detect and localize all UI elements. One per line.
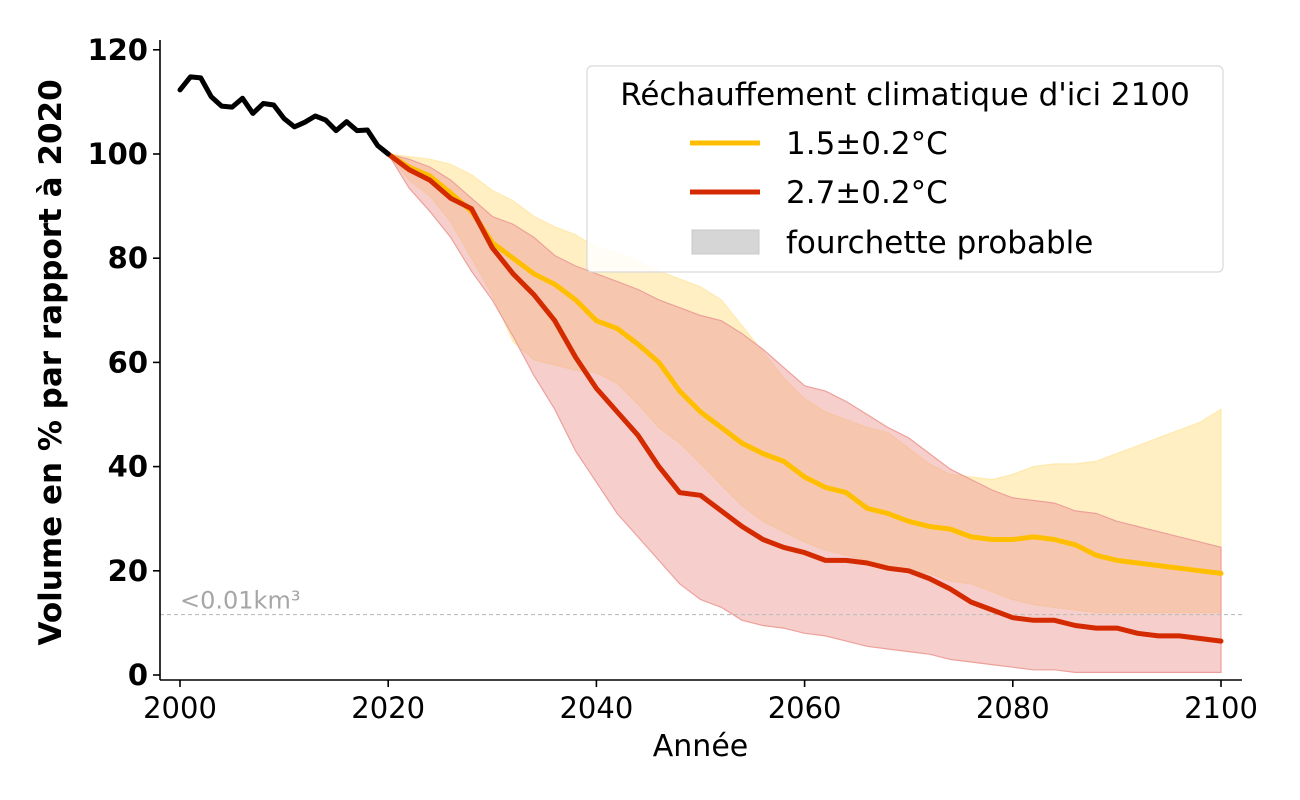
y-tick-label: 100 bbox=[87, 137, 148, 171]
legend-label-high: 2.7±0.2°C bbox=[786, 175, 948, 211]
x-tick-label: 2060 bbox=[768, 691, 842, 725]
legend-box bbox=[586, 65, 1224, 273]
legend: Réchauffement climatique d'ici 2100 1.5±… bbox=[586, 65, 1224, 273]
legend-label-range: fourchette probable bbox=[786, 225, 1093, 261]
x-tick-label: 2000 bbox=[143, 691, 217, 725]
legend-label-low: 1.5±0.2°C bbox=[786, 126, 948, 162]
x-tick-label: 2020 bbox=[351, 691, 425, 725]
y-tick-label: 0 bbox=[128, 658, 148, 692]
x-tick-label: 2040 bbox=[559, 691, 633, 725]
x-tick-label: 2080 bbox=[976, 691, 1050, 725]
x-axis-title: Année bbox=[653, 729, 748, 764]
y-tick-label: 20 bbox=[108, 554, 148, 588]
band-high-warming bbox=[386, 153, 1222, 673]
y-tick-label: 80 bbox=[108, 241, 148, 275]
series-lines bbox=[177, 74, 1224, 644]
y-tick-label: 120 bbox=[87, 33, 148, 67]
x-tick-label: 2100 bbox=[1184, 691, 1258, 725]
y-tick-label: 60 bbox=[108, 345, 148, 379]
historical-line bbox=[177, 74, 391, 157]
legend-swatch-range bbox=[691, 229, 760, 255]
series-line-low-warming bbox=[385, 151, 1224, 576]
y-axis-title: Volume en % par rapport à 2020 bbox=[33, 79, 69, 645]
series-line-high-warming bbox=[385, 151, 1224, 644]
threshold-label: <0.01km³ bbox=[180, 587, 300, 615]
legend-title: Réchauffement climatique d'ici 2100 bbox=[620, 77, 1190, 113]
y-tick-label: 40 bbox=[108, 450, 148, 484]
